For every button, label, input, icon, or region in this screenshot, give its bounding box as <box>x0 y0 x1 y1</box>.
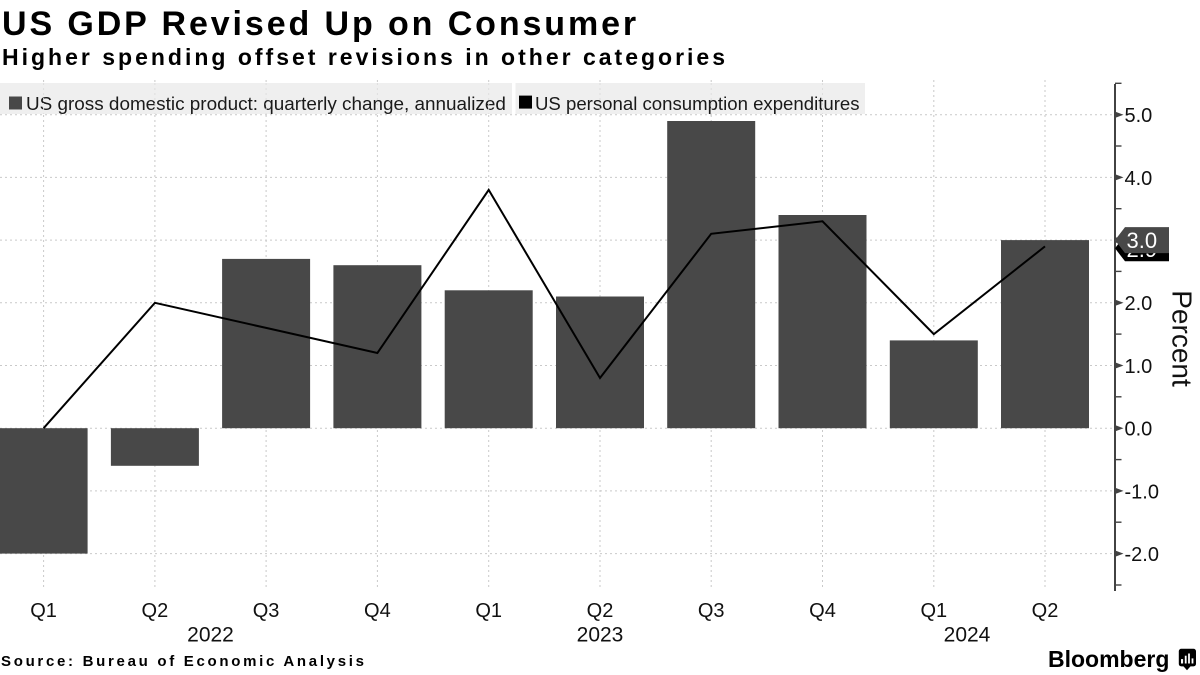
svg-text:-1.0: -1.0 <box>1125 481 1159 503</box>
svg-text:Q2: Q2 <box>1032 600 1059 622</box>
svg-text:4.0: 4.0 <box>1125 168 1153 190</box>
svg-text:Q1: Q1 <box>920 600 947 622</box>
svg-text:Q2: Q2 <box>142 600 169 622</box>
svg-text:Q4: Q4 <box>364 600 391 622</box>
svg-text:0.0: 0.0 <box>1125 419 1153 441</box>
svg-text:2.0: 2.0 <box>1125 293 1153 315</box>
svg-text:2024: 2024 <box>944 623 991 646</box>
svg-text:3.0: 3.0 <box>1127 228 1158 253</box>
svg-text:Q2: Q2 <box>587 600 614 622</box>
svg-text:Percent: Percent <box>1167 290 1198 387</box>
svg-text:1.0: 1.0 <box>1125 356 1153 378</box>
svg-text:Bloomberg: Bloomberg <box>1048 646 1169 672</box>
svg-text:Q3: Q3 <box>253 600 280 622</box>
svg-text:2022: 2022 <box>187 623 234 646</box>
svg-text:2023: 2023 <box>577 623 624 646</box>
svg-text:Q1: Q1 <box>475 600 502 622</box>
svg-text:US personal consumption expend: US personal consumption expenditures <box>535 93 860 114</box>
svg-text:5.0: 5.0 <box>1125 105 1153 127</box>
svg-text:Q1: Q1 <box>30 600 57 622</box>
svg-text:-2.0: -2.0 <box>1125 544 1159 566</box>
svg-text:Q3: Q3 <box>698 600 725 622</box>
svg-text:Source: Bureau of Economic Ana: Source: Bureau of Economic Analysis <box>1 653 367 670</box>
svg-text:Q4: Q4 <box>809 600 836 622</box>
